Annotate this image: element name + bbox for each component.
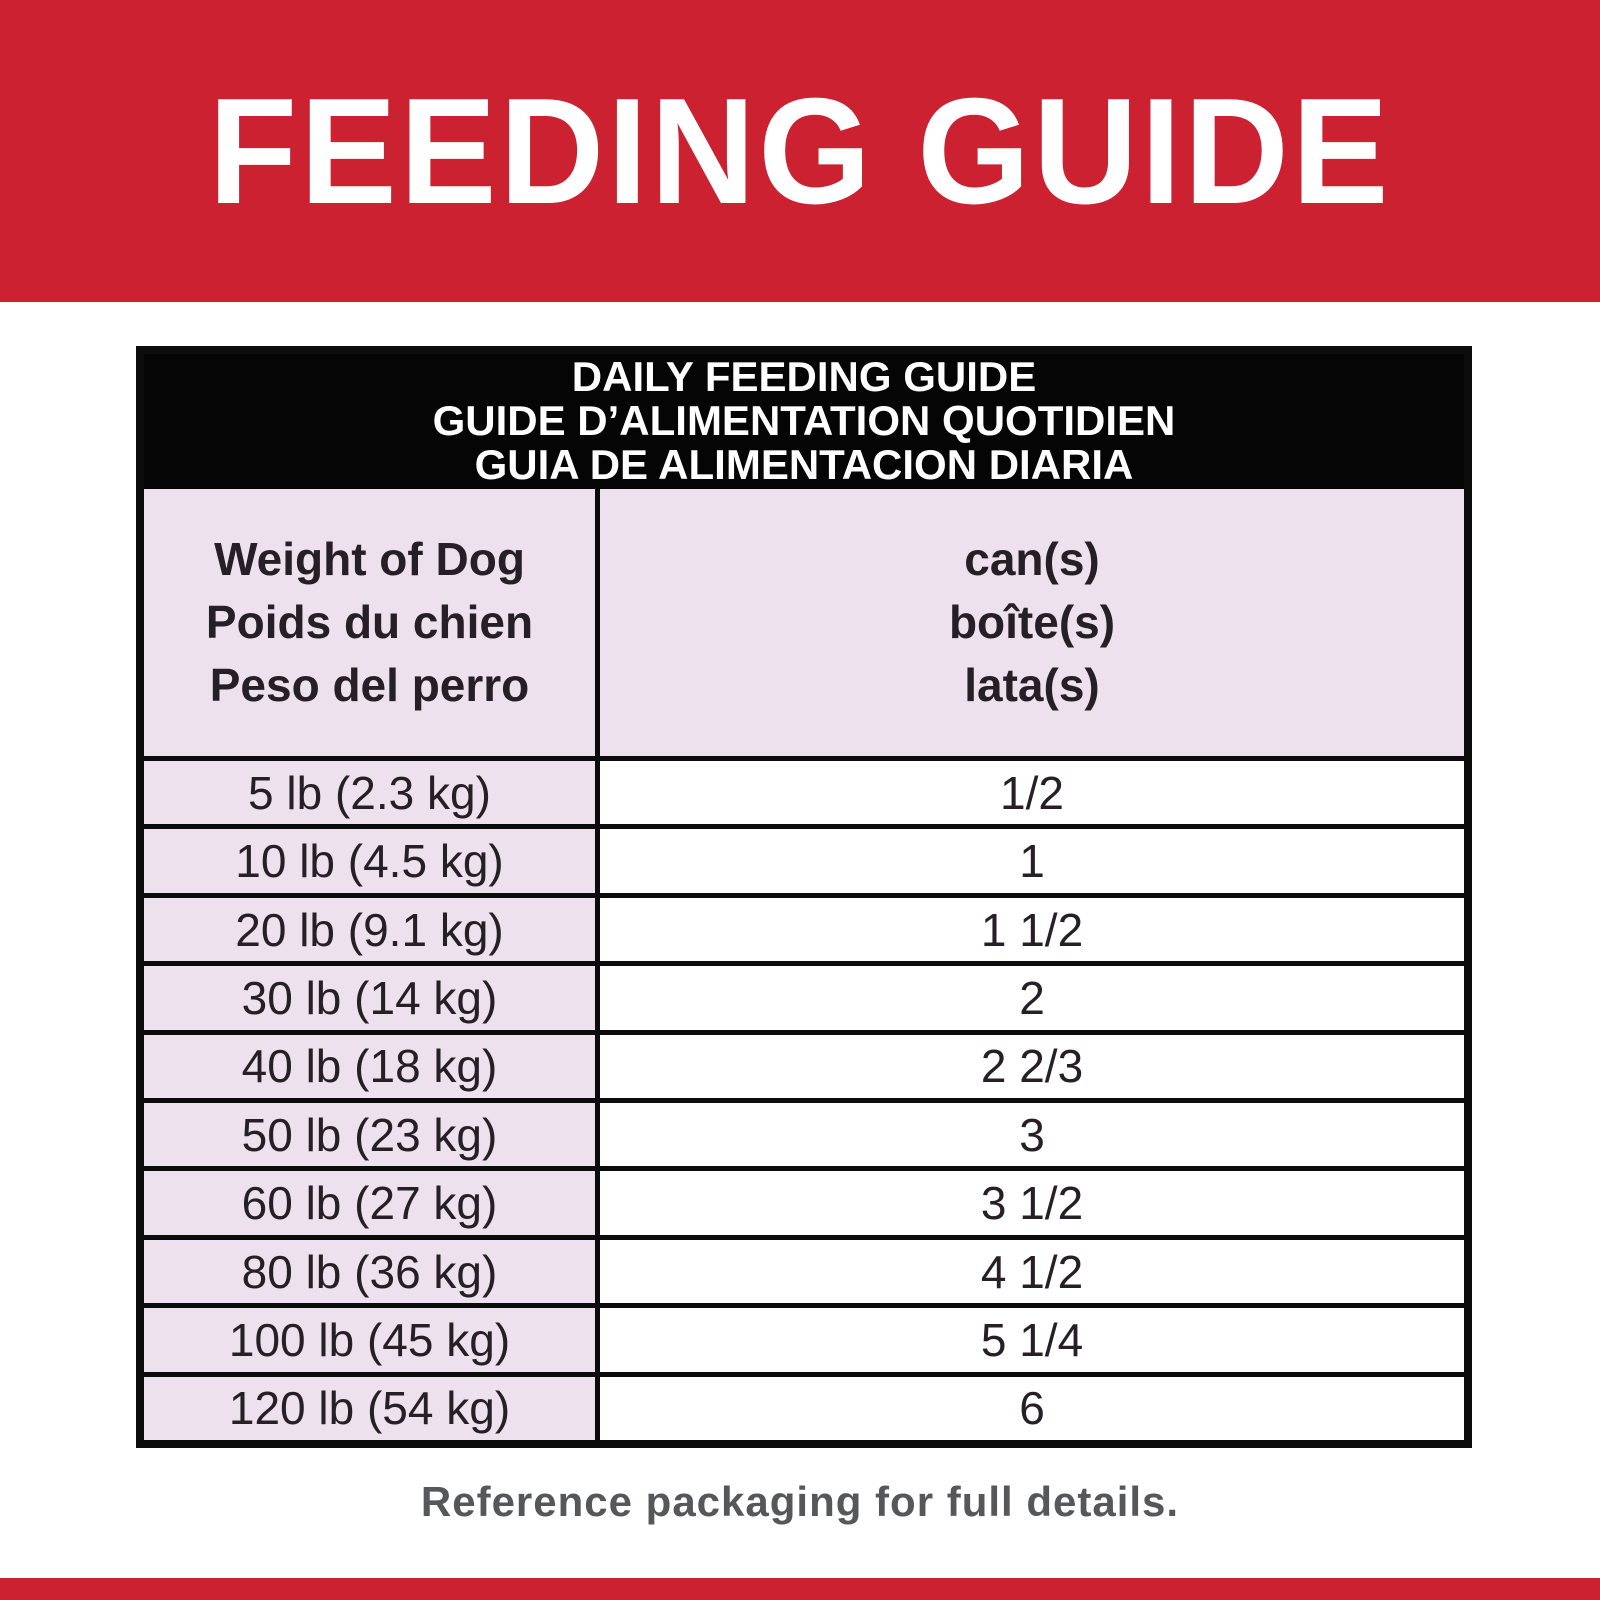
cans-header-fr: boîte(s): [948, 596, 1116, 648]
weight-cell: 10 lb (4.5 kg): [144, 829, 600, 898]
daily-feeding-table: DAILY FEEDING GUIDE GUIDE D’ALIMENTATION…: [136, 346, 1472, 1448]
weight-cell: 5 lb (2.3 kg): [144, 761, 600, 830]
cans-cell: 3: [600, 1103, 1464, 1172]
table-row: 80 lb (36 kg) 4 1/2: [144, 1239, 1464, 1309]
cans-cell: 1: [600, 829, 1464, 898]
table-row: 120 lb (54 kg) 6: [144, 1376, 1464, 1441]
feeding-guide-title: FEEDING GUIDE: [208, 66, 1392, 235]
table-column-headers: Weight of Dog Poids du chien Peso del pe…: [144, 489, 1464, 761]
table-title-line-es: GUIA DE ALIMENTACION DIARIA: [474, 441, 1134, 488]
reference-note: Reference packaging for full details.: [420, 1478, 1180, 1525]
weight-column-header: Weight of Dog Poids du chien Peso del pe…: [144, 489, 600, 761]
bottom-red-strip: [0, 1578, 1600, 1600]
table-row: 20 lb (9.1 kg) 1 1/2: [144, 897, 1464, 967]
cans-cell: 1 1/2: [600, 897, 1464, 967]
cans-cell: 3 1/2: [600, 1171, 1464, 1240]
table-title-line-fr: GUIDE D’ALIMENTATION QUOTIDIEN: [432, 397, 1176, 444]
weight-cell: 60 lb (27 kg): [144, 1171, 600, 1240]
cans-header-en: can(s): [964, 533, 1100, 585]
cans-cell: 2 2/3: [600, 1034, 1464, 1104]
table-row: 30 lb (14 kg) 2: [144, 966, 1464, 1035]
weight-cell: 40 lb (18 kg): [144, 1034, 600, 1104]
cans-cell: 5 1/4: [600, 1308, 1464, 1377]
table-row: 60 lb (27 kg) 3 1/2: [144, 1171, 1464, 1240]
weight-header-fr: Poids du chien: [205, 596, 534, 648]
cans-cell: 2: [600, 966, 1464, 1035]
table-title-line-en: DAILY FEEDING GUIDE: [571, 353, 1037, 400]
weight-cell: 20 lb (9.1 kg): [144, 897, 600, 967]
table-row: 10 lb (4.5 kg) 1: [144, 829, 1464, 898]
weight-header-en: Weight of Dog: [214, 533, 525, 585]
table-row: 5 lb (2.3 kg) 1/2: [144, 761, 1464, 830]
cans-column-header: can(s) boîte(s) lata(s): [600, 489, 1464, 761]
weight-cell: 120 lb (54 kg): [144, 1376, 600, 1441]
cans-header-es: lata(s): [964, 659, 1100, 711]
table-row: 50 lb (23 kg) 3: [144, 1103, 1464, 1172]
table-row: 100 lb (45 kg) 5 1/4: [144, 1308, 1464, 1377]
weight-cell: 100 lb (45 kg): [144, 1308, 600, 1377]
cans-cell: 6: [600, 1376, 1464, 1441]
feeding-guide-banner: FEEDING GUIDE: [0, 0, 1600, 302]
table-row: 40 lb (18 kg) 2 2/3: [144, 1034, 1464, 1104]
weight-cell: 50 lb (23 kg): [144, 1103, 600, 1172]
table-title: DAILY FEEDING GUIDE GUIDE D’ALIMENTATION…: [144, 354, 1464, 489]
weight-header-es: Peso del perro: [209, 659, 530, 711]
cans-cell: 1/2: [600, 761, 1464, 830]
cans-cell: 4 1/2: [600, 1239, 1464, 1309]
weight-cell: 80 lb (36 kg): [144, 1239, 600, 1309]
weight-cell: 30 lb (14 kg): [144, 966, 600, 1035]
